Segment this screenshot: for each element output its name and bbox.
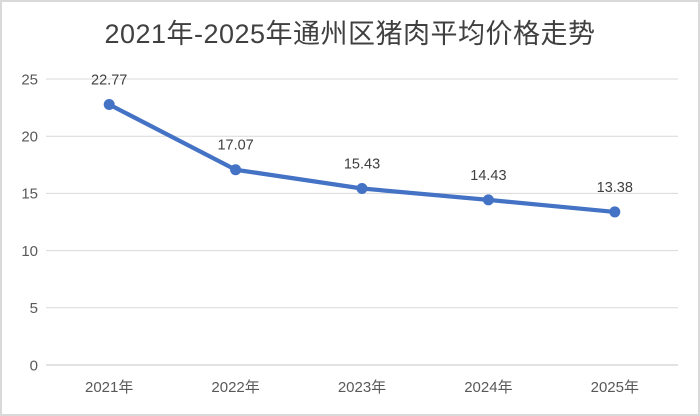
data-point [482,194,494,206]
y-tick-label: 20 [21,128,38,145]
data-point [103,99,115,111]
y-tick-label: 0 [30,357,38,374]
data-point [609,206,621,218]
data-label: 22.77 [91,73,127,89]
y-tick-label: 5 [30,300,38,317]
chart-title: 2021年-2025年通州区猪肉平均价格走势 [104,19,596,49]
x-tick-label: 2024年 [464,379,512,396]
x-tick-label: 2025年 [591,379,639,396]
data-label: 15.43 [344,156,380,172]
x-tick-label: 2023年 [338,379,386,396]
x-tick-label: 2022年 [211,379,259,396]
x-tick-label: 2021年 [85,379,133,396]
data-point [230,164,242,176]
y-tick-label: 10 [21,243,38,260]
data-point [356,182,368,194]
data-label: 17.07 [217,138,253,154]
y-tick-label: 15 [21,186,38,203]
data-label: 13.38 [597,180,633,196]
y-tick-label: 25 [21,71,38,88]
data-label: 14.43 [470,168,506,184]
